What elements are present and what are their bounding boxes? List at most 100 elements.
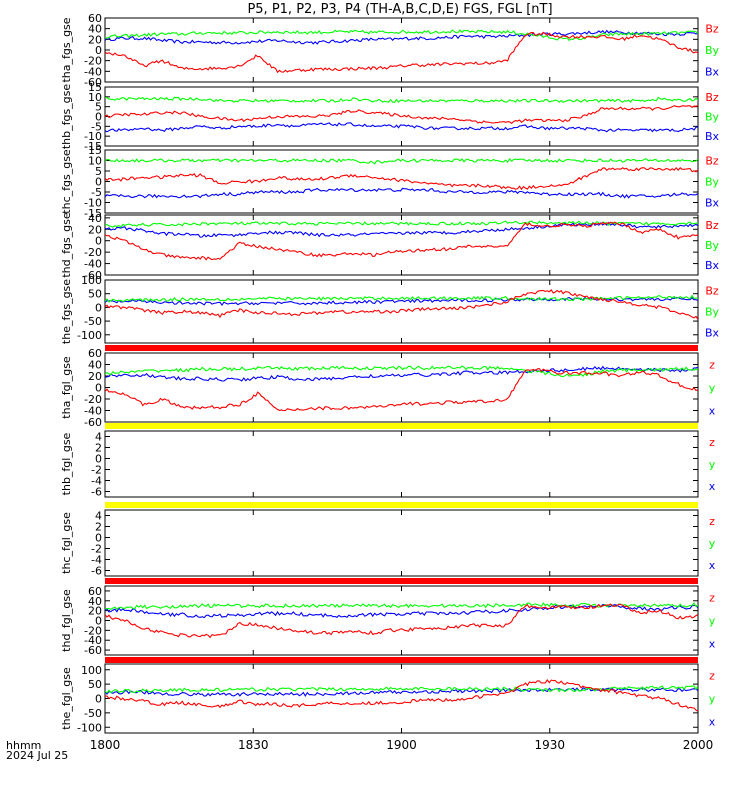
y-tick-label: -10	[84, 197, 102, 210]
y-tick-label: 60	[88, 585, 102, 598]
y-tick-label: 0	[95, 111, 102, 124]
series-Bz-line	[105, 31, 698, 74]
panel-separator-bar	[105, 578, 698, 584]
y-tick-label: 40	[88, 595, 102, 608]
y-tick-label: 5	[95, 101, 102, 114]
series-y-line	[105, 602, 698, 611]
panel-separator-bar	[105, 423, 698, 429]
legend-z: z	[709, 436, 715, 449]
series-Bz-line	[105, 221, 698, 261]
series-Bx-line	[105, 187, 698, 199]
legend-Bz: Bz	[705, 23, 719, 36]
y-tick-label: -4	[91, 554, 102, 567]
y-tick-label: 100	[81, 664, 102, 677]
y-tick-label: 20	[88, 370, 102, 383]
y-tick-label: 0	[95, 301, 102, 314]
y-axis-label: thd_fgs_gse	[60, 212, 73, 278]
legend-Bz: Bz	[705, 91, 719, 104]
y-tick-label: -5	[91, 120, 102, 133]
y-tick-label: 0	[95, 532, 102, 545]
panel-frame	[104, 149, 699, 214]
x-tick-label: 1900	[386, 738, 417, 752]
x-tick-label: 1800	[90, 738, 121, 752]
chart-title: P5, P1, P2, P3, P4 (TH-A,B,C,D,E) FGS, F…	[247, 2, 552, 17]
y-tick-label: 10	[88, 155, 102, 168]
y-tick-label: -6	[91, 565, 102, 578]
legend-By: By	[705, 44, 720, 57]
y-tick-label: 20	[88, 33, 102, 46]
series-y-line	[105, 365, 698, 378]
panel-frame	[104, 585, 699, 656]
legend-x: x	[709, 480, 716, 493]
series-By-line	[105, 29, 698, 42]
y-tick-label: 0	[95, 453, 102, 466]
y-tick-label: -10	[84, 130, 102, 143]
y-tick-label: -2	[91, 543, 102, 556]
y-tick-label: -15	[84, 207, 102, 220]
series-Bx-line	[105, 122, 698, 133]
x-axis-date-label: 2024 Jul 25	[6, 749, 68, 762]
y-axis-label: the_fgs_gse	[60, 279, 73, 344]
series-z-line	[105, 368, 698, 412]
panel-separator-bar	[105, 345, 698, 351]
y-tick-label: -5	[91, 186, 102, 199]
y-tick-label: -100	[77, 721, 102, 734]
x-tick-label: 2000	[683, 738, 714, 752]
series-x-line	[105, 365, 698, 382]
y-axis-label: thd_fgl_gse	[60, 589, 73, 652]
series-z-line	[105, 678, 698, 712]
panel-separator-bar	[105, 502, 698, 508]
legend-Bx: Bx	[705, 197, 720, 210]
panel-frame	[104, 279, 699, 344]
legend-By: By	[705, 239, 720, 252]
y-tick-label: 5	[95, 165, 102, 178]
y-tick-label: 50	[88, 288, 102, 301]
y-tick-label: 4	[95, 431, 102, 444]
legend-y: y	[709, 458, 716, 471]
series-Bx-line	[105, 29, 698, 45]
legend-Bx: Bx	[705, 259, 720, 272]
series-Bz-line	[105, 105, 698, 124]
y-tick-label: 15	[88, 81, 102, 94]
y-tick-label: -20	[84, 55, 102, 68]
y-tick-label: -50	[84, 315, 102, 328]
panel-frame	[104, 663, 699, 734]
y-axis-label: thb_fgs_gse	[60, 84, 73, 150]
y-tick-label: 40	[88, 359, 102, 372]
series-z-line	[105, 603, 698, 639]
y-tick-label: -40	[84, 634, 102, 647]
legend-Bx: Bx	[705, 327, 720, 340]
y-tick-label: 50	[88, 678, 102, 691]
y-tick-label: -100	[77, 329, 102, 342]
y-tick-label: 4	[95, 510, 102, 523]
legend-By: By	[705, 306, 720, 319]
y-axis-label: thc_fgs_gse	[60, 149, 73, 214]
legend-y: y	[709, 537, 716, 550]
legend-y: y	[709, 615, 716, 628]
y-tick-label: -15	[84, 140, 102, 153]
legend-Bz: Bz	[705, 285, 719, 298]
legend-x: x	[709, 638, 716, 651]
y-tick-label: 60	[88, 347, 102, 360]
y-tick-label: 0	[95, 615, 102, 628]
y-tick-label: 0	[95, 176, 102, 189]
y-tick-label: 0	[95, 382, 102, 395]
panel-thb_fgl_gse: 420-2-4-6 thb_fgl_gse zyx	[60, 430, 716, 499]
y-tick-label: 10	[88, 91, 102, 104]
y-tick-label: -60	[84, 644, 102, 657]
y-tick-label: -20	[84, 624, 102, 637]
y-tick-label: 2	[95, 442, 102, 455]
y-tick-label: 20	[88, 605, 102, 618]
panel-frame	[104, 430, 699, 498]
legend-Bx: Bx	[705, 65, 720, 78]
x-tick-label: 1930	[534, 738, 565, 752]
legend-z: z	[709, 359, 715, 372]
legend-z: z	[709, 515, 715, 528]
legend-z: z	[709, 592, 715, 605]
